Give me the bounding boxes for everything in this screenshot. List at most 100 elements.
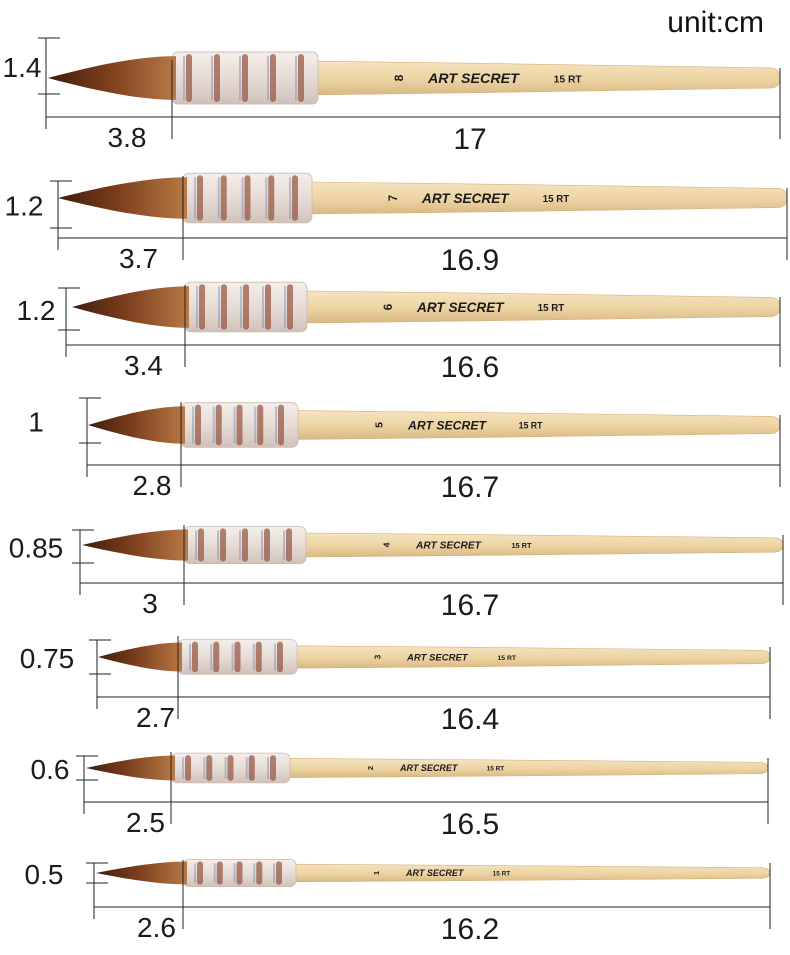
- width-label: 1: [28, 407, 44, 438]
- handle-length-label: 16.6: [441, 351, 499, 384]
- wrap-shadow: [253, 863, 256, 883]
- unit-label: unit:cm: [667, 6, 764, 39]
- width-label: 1.4: [3, 52, 42, 83]
- copper-wrap: [236, 861, 243, 885]
- copper-wrap: [206, 755, 213, 781]
- copper-wrap: [185, 755, 191, 781]
- width-label: 0.5: [25, 859, 64, 890]
- wrap-shadow: [192, 406, 194, 444]
- brush-hair: [86, 755, 175, 781]
- width-label: 0.75: [20, 643, 75, 674]
- copper-wrap: [221, 284, 227, 330]
- copper-wrap: [198, 528, 204, 562]
- brush-row: 2 ART SECRET 15 RT 0.6 2.5 16.5: [31, 752, 769, 841]
- wrap-shadow: [275, 406, 277, 444]
- copper-wrap: [244, 175, 251, 221]
- copper-wrap: [197, 175, 203, 221]
- copper-wrap: [242, 528, 248, 562]
- brush-hair: [58, 177, 187, 219]
- wrap-shadow: [239, 530, 241, 560]
- copper-wrap: [220, 175, 227, 221]
- handle-length-label: 16.7: [441, 589, 499, 622]
- wrap-shadow: [262, 286, 264, 328]
- size-number: 6: [383, 304, 395, 310]
- wrap-shadow: [241, 177, 244, 219]
- copper-wrap: [192, 641, 198, 673]
- brand-name: ART SECRET: [407, 418, 487, 432]
- width-label: 0.85: [9, 533, 64, 564]
- brand-name: ART SECRET: [427, 71, 520, 87]
- copper-wrap: [220, 528, 226, 562]
- wrap-shadow: [212, 406, 215, 444]
- wrap-shadow: [194, 863, 196, 883]
- brush-row: 8 ART SECRET 15 RT 1.4 3.8 17: [3, 37, 781, 156]
- wrap-shadow: [196, 286, 198, 328]
- copper-wrap: [287, 284, 293, 330]
- model-code: 15 RT: [538, 303, 565, 314]
- copper-wrap: [278, 404, 284, 446]
- wrap-shadow: [233, 863, 236, 883]
- model-code: 15 RT: [554, 74, 583, 85]
- copper-wrap: [215, 404, 222, 446]
- copper-wrap: [276, 861, 282, 885]
- size-number: 2: [366, 766, 375, 770]
- wrap-shadow: [252, 643, 255, 671]
- wooden-handle: [294, 645, 771, 669]
- brand-name: ART SECRET: [416, 300, 505, 315]
- brush-row: 3 ART SECRET 15 RT 0.75 2.7 16.4: [20, 636, 771, 736]
- brush-row: 5 ART SECRET 15 RT 1 2.8 16.7: [28, 397, 781, 504]
- brush-hair: [82, 529, 188, 561]
- brush-row: 7 ART SECRET 15 RT 1.2 3.7 16.9: [5, 172, 788, 277]
- wrap-shadow: [267, 55, 269, 101]
- copper-wrap: [213, 641, 220, 673]
- width-label: 0.6: [31, 754, 70, 785]
- copper-wrap: [195, 404, 201, 446]
- wrap-shadow: [203, 757, 206, 779]
- copper-wrap: [199, 284, 205, 330]
- wrap-shadow: [195, 530, 197, 560]
- wrap-shadow: [217, 177, 220, 219]
- brush-hair: [72, 286, 189, 328]
- width-label: 1.2: [5, 191, 44, 222]
- wrap-shadow: [211, 55, 213, 101]
- wrap-shadow: [265, 177, 268, 219]
- model-code: 15 RT: [497, 655, 516, 662]
- wrap-shadow: [224, 757, 227, 779]
- size-number: 1: [372, 870, 381, 875]
- brush-row: 4 ART SECRET 15 RT 0.85 3 16.7: [9, 525, 784, 622]
- copper-wrap: [298, 53, 304, 103]
- size-number: 5: [374, 422, 385, 428]
- wrap-shadow: [217, 530, 219, 560]
- wrap-shadow: [289, 177, 291, 219]
- head-length-label: 3.4: [124, 350, 163, 381]
- brush-hair: [48, 56, 176, 100]
- wooden-handle: [315, 60, 781, 96]
- head-length-label: 3: [142, 588, 158, 619]
- wrap-shadow: [233, 406, 236, 444]
- copper-wrap: [186, 53, 192, 103]
- wrap-shadow: [254, 406, 257, 444]
- brand-name: ART SECRET: [406, 652, 469, 663]
- copper-wrap: [270, 53, 276, 103]
- brand-name: ART SECRET: [421, 191, 510, 206]
- brand-name: ART SECRET: [405, 868, 465, 878]
- copper-wrap: [292, 175, 298, 221]
- brand-name: ART SECRET: [415, 541, 482, 552]
- copper-wrap: [286, 528, 292, 562]
- wrap-shadow: [283, 530, 285, 560]
- size-number: 4: [382, 542, 392, 547]
- head-length-label: 3.8: [108, 122, 147, 153]
- model-code: 15 RT: [511, 541, 531, 550]
- wrap-shadow: [261, 530, 263, 560]
- wrap-shadow: [182, 757, 184, 779]
- size-number: 3: [373, 654, 382, 659]
- brush-hair: [98, 642, 182, 672]
- model-code: 15 RT: [493, 871, 511, 878]
- head-length-label: 3.7: [119, 243, 158, 274]
- wrap-shadow: [210, 643, 213, 671]
- copper-wrap: [227, 755, 234, 781]
- copper-wrap: [256, 861, 263, 885]
- wooden-handle: [293, 863, 771, 883]
- copper-wrap: [277, 641, 283, 673]
- brand-name: ART SECRET: [399, 763, 459, 773]
